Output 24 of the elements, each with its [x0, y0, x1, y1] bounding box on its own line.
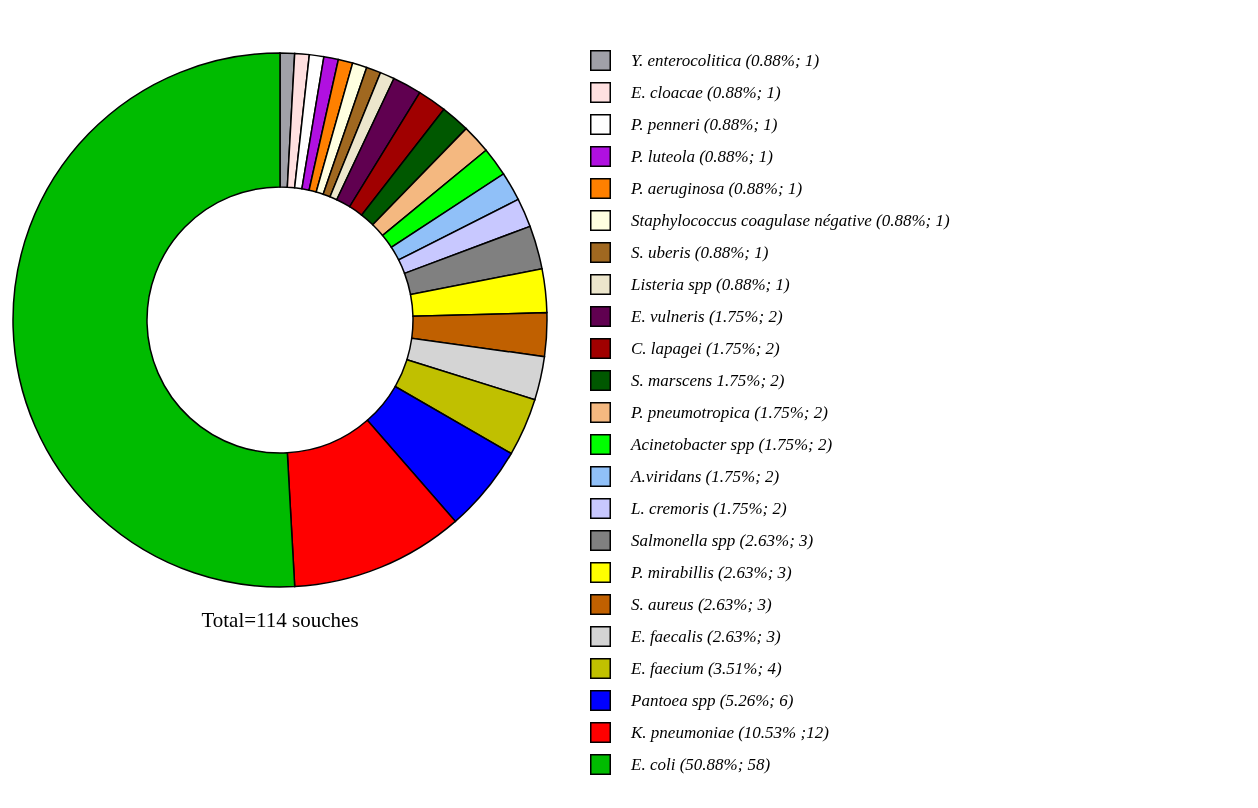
- legend-label: A.viridans (1.75%; 2): [630, 466, 780, 486]
- legend-label: Salmonella spp (2.63%; 3): [631, 530, 814, 550]
- legend-label: E. faecium (3.51%; 4): [630, 658, 782, 678]
- legend-label: Staphylococcus coagulase négative (0.88%; 1): [631, 210, 950, 230]
- legend-label: Listeria spp (0.88%; 1): [630, 274, 790, 294]
- legend-label: Y. enterocolitica (0.88%; 1): [631, 50, 820, 70]
- legend-label: S. aureus (2.63%; 3): [631, 594, 772, 614]
- legend-label: P. pneumotropica (1.75%; 2): [630, 402, 829, 422]
- legend-label: E. coli (50.88%; 58): [630, 754, 771, 774]
- legend-label: E. faecalis (2.63%; 3): [630, 626, 781, 646]
- legend-label: Acinetobacter spp (1.75%; 2): [630, 434, 833, 454]
- legend-label: P. luteola (0.88%; 1): [630, 146, 774, 166]
- legend-label: Pantoea spp (5.26%; 6): [630, 690, 794, 710]
- legend-label: P. penneri (0.88%; 1): [630, 114, 778, 134]
- legend-label: L. cremoris (1.75%; 2): [630, 498, 787, 518]
- legend-label: K. pneumoniae (10.53% ;12): [630, 722, 830, 742]
- text: Total=114 souches: [201, 608, 359, 632]
- legend-label: C. lapagei (1.75%; 2): [631, 338, 781, 358]
- legend-label: S. uberis (0.88%; 1): [631, 242, 769, 262]
- legend-label: P. mirabillis (2.63%; 3): [630, 562, 793, 582]
- legend-label: S. marscens 1.75%; 2): [631, 370, 785, 390]
- legend-label: P. aeruginosa (0.88%; 1): [630, 178, 803, 198]
- legend-label: E. cloacae (0.88%; 1): [630, 82, 781, 102]
- legend-label: E. vulneris (1.75%; 2): [630, 306, 783, 326]
